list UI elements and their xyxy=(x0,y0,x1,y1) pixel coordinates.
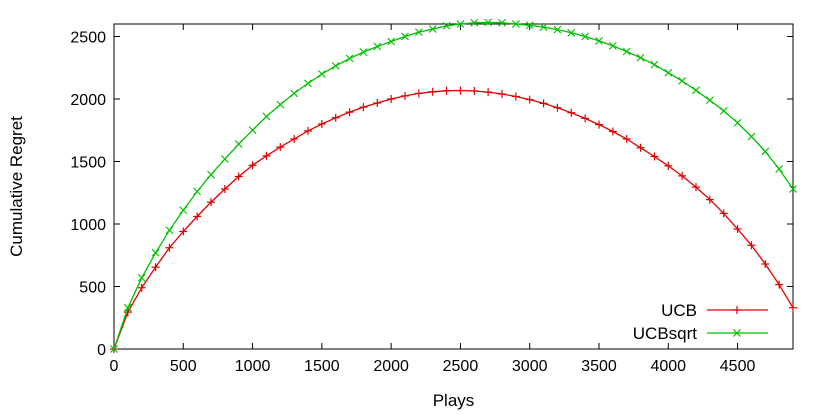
data-point-marker xyxy=(414,28,423,37)
data-point-marker xyxy=(470,18,479,27)
data-point-marker xyxy=(387,37,396,46)
data-point-marker xyxy=(733,118,742,127)
x-tick-label: 4000 xyxy=(650,358,686,375)
data-point-marker xyxy=(220,155,229,163)
data-point-marker xyxy=(276,100,285,109)
y-tick-label: 500 xyxy=(79,280,106,297)
data-point-marker xyxy=(650,60,659,69)
data-point-marker xyxy=(775,165,784,173)
data-point-marker xyxy=(373,42,382,51)
data-point-marker xyxy=(553,25,562,34)
data-point-marker xyxy=(636,53,645,62)
data-point-marker xyxy=(304,79,312,88)
data-point-marker xyxy=(317,70,326,78)
series-layer xyxy=(110,18,797,353)
x-tick-label: 2000 xyxy=(373,358,409,375)
data-point-marker xyxy=(484,18,493,27)
data-point-marker xyxy=(331,61,340,70)
data-point-marker xyxy=(428,25,437,33)
y-axis-title: Cumulative Regret xyxy=(7,116,26,257)
data-point-marker xyxy=(761,147,770,156)
x-tick-label: 1000 xyxy=(235,358,271,375)
data-point-marker xyxy=(511,20,520,28)
x-axis-ticks: 0 500 1000 1500 2000 2500 3000 3500 4000 4500 xyxy=(110,24,756,375)
data-point-marker xyxy=(622,47,631,56)
data-point-marker xyxy=(193,187,202,196)
series-line xyxy=(113,89,794,350)
data-point-marker xyxy=(539,23,548,32)
x-axis-title: Plays xyxy=(433,391,475,410)
data-point-marker xyxy=(123,303,132,312)
y-tick-label: 1000 xyxy=(70,217,106,234)
x-tick-label: 2500 xyxy=(443,358,479,375)
data-point-marker xyxy=(747,132,756,141)
data-point-marker xyxy=(262,112,271,121)
data-point-marker xyxy=(234,140,243,148)
x-tick-label: 0 xyxy=(110,358,119,375)
y-tick-label: 0 xyxy=(97,342,106,359)
data-point-marker xyxy=(207,170,215,179)
series-ucb xyxy=(110,86,797,353)
data-point-marker xyxy=(137,273,146,282)
data-point-marker xyxy=(442,21,451,30)
x-tick-label: 3500 xyxy=(581,358,617,375)
data-point-marker xyxy=(567,28,576,37)
data-point-marker xyxy=(608,41,617,50)
series-ucbsqrt xyxy=(110,18,797,353)
data-point-marker xyxy=(664,68,673,77)
data-point-marker xyxy=(456,20,465,28)
legend-label-ucb: UCB xyxy=(661,301,697,320)
series-line xyxy=(113,21,794,350)
data-point-marker xyxy=(290,89,299,98)
data-point-marker xyxy=(165,226,174,235)
data-point-marker xyxy=(705,96,714,105)
y-axis-ticks: 0 500 1000 1500 2000 2500 xyxy=(70,30,793,359)
legend-label-ucbsqrt: UCBsqrt xyxy=(633,324,698,343)
data-point-marker xyxy=(248,126,257,135)
data-point-marker xyxy=(345,54,354,63)
data-point-marker xyxy=(525,21,534,30)
x-tick-label: 3000 xyxy=(512,358,548,375)
y-tick-label: 2500 xyxy=(70,30,106,47)
data-point-marker xyxy=(733,329,741,337)
data-point-marker xyxy=(581,32,590,41)
plot-frame xyxy=(113,23,794,350)
data-point-marker xyxy=(595,36,603,45)
x-tick-label: 4500 xyxy=(720,358,756,375)
x-tick-label: 1500 xyxy=(304,358,340,375)
x-tick-label: 500 xyxy=(170,358,197,375)
data-point-marker xyxy=(719,106,728,115)
data-point-marker xyxy=(789,185,797,193)
data-point-marker xyxy=(151,248,160,257)
data-point-marker xyxy=(678,76,687,85)
data-point-marker xyxy=(179,206,188,215)
data-point-marker xyxy=(110,345,118,353)
data-point-marker xyxy=(498,18,506,27)
legend: UCB UCBsqrt xyxy=(633,301,768,343)
data-point-marker xyxy=(359,48,368,57)
data-point-marker xyxy=(401,32,409,41)
data-point-marker xyxy=(692,86,700,95)
y-tick-label: 2000 xyxy=(70,92,106,109)
y-tick-label: 1500 xyxy=(70,155,106,172)
